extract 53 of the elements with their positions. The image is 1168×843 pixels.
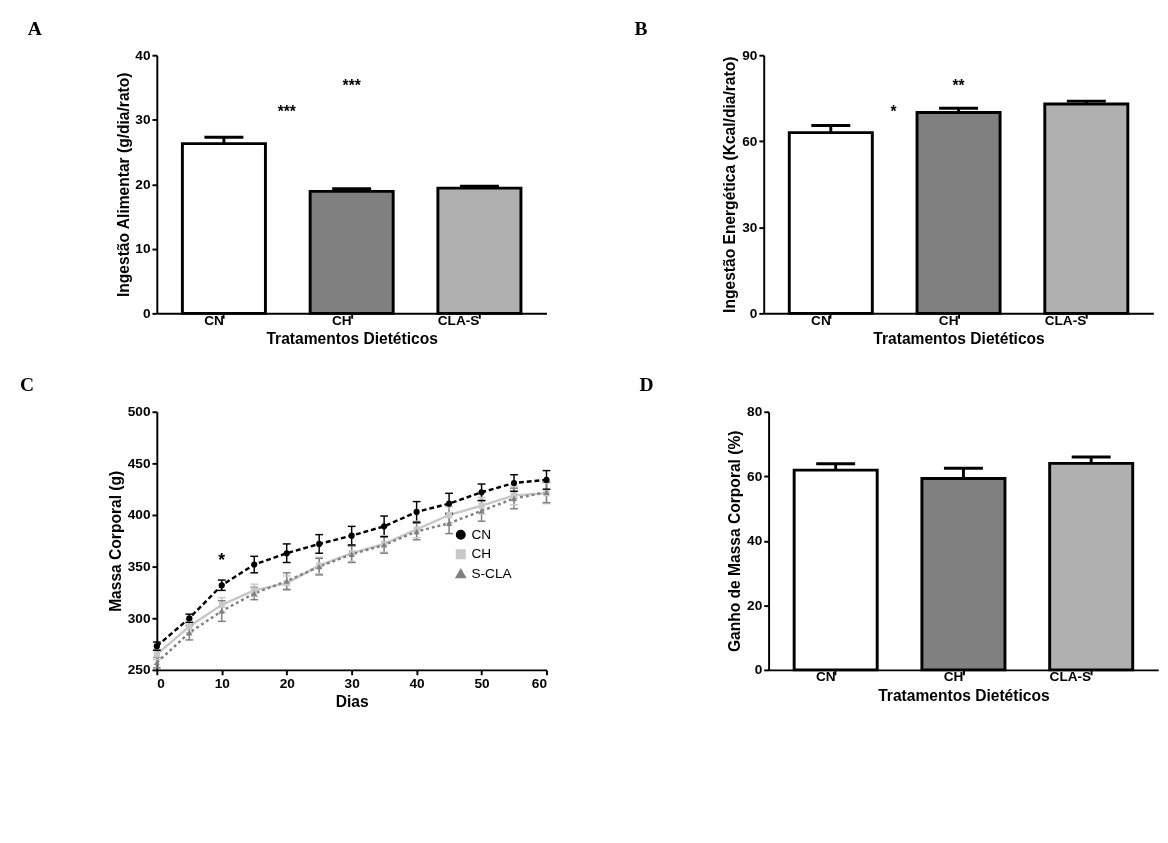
x-tick-label: CLA-S [437, 312, 480, 328]
x-tick-label: CH [938, 312, 959, 328]
x-axis-title: Dias [335, 693, 369, 711]
x-tick-label: CLA-S [1044, 312, 1087, 328]
y-axis-title: Ganho de Massa Corporal (%) [726, 430, 744, 653]
x-axis-title: Tratamentos Dietéticos [878, 686, 1050, 704]
legend-label: CH [471, 546, 492, 562]
x-tick-label: 0 [157, 675, 166, 691]
chart-title: A [27, 17, 42, 39]
annotation: *** [277, 102, 297, 120]
chart-title: C [20, 374, 35, 396]
x-tick-label: 50 [474, 675, 491, 691]
annotation: *** [342, 77, 362, 95]
x-tick-label: CN [811, 312, 831, 328]
legend-label: S-CLA [471, 565, 513, 581]
y-tick-label: 90 [742, 47, 758, 63]
x-tick-label: CN [815, 669, 836, 685]
y-tick-label: 30 [742, 219, 758, 235]
chart-title: D [639, 374, 654, 396]
annotation: ** [952, 77, 966, 95]
legend-label: CN [471, 526, 492, 542]
x-tick-label: 20 [279, 675, 296, 691]
x-tick-label: CN [204, 312, 224, 328]
y-tick-label: 40 [747, 533, 763, 549]
x-tick-label: CH [331, 312, 352, 328]
annotation: * [218, 550, 226, 571]
y-tick-label: 300 [127, 610, 151, 626]
x-tick-label: 40 [409, 675, 426, 691]
chart-title: B [634, 17, 648, 39]
y-tick-label: 250 [127, 662, 151, 678]
y-axis-title: Ingestão Energética (Kcal/dia/rato) [721, 56, 739, 313]
x-tick-label: CLA-S [1049, 669, 1092, 685]
x-tick-label: CH [943, 669, 964, 685]
y-tick-label: 60 [742, 133, 758, 149]
x-axis-title: Tratamentos Dietéticos [266, 330, 439, 348]
x-axis-title: Tratamentos Dietéticos [873, 330, 1046, 348]
x-tick-label: 30 [344, 675, 361, 691]
y-tick-label: 500 [127, 404, 151, 420]
y-tick-label: 80 [747, 404, 763, 420]
y-tick-label: 350 [127, 559, 151, 575]
y-axis-title: Ingestão Alimentar (g/dia/rato) [114, 72, 132, 297]
y-tick-label: 400 [127, 507, 151, 523]
y-tick-label: 10 [135, 241, 151, 257]
y-tick-label: 20 [747, 597, 763, 613]
y-tick-label: 20 [135, 176, 151, 192]
x-tick-label: 10 [214, 675, 231, 691]
y-axis-title: Massa Corporal (g) [106, 470, 124, 612]
x-tick-label: 60 [531, 675, 548, 691]
y-tick-label: 30 [135, 112, 151, 128]
y-tick-label: 40 [135, 47, 151, 63]
annotation: * [890, 102, 898, 120]
y-tick-label: 450 [127, 455, 151, 471]
y-tick-label: 60 [747, 468, 763, 484]
